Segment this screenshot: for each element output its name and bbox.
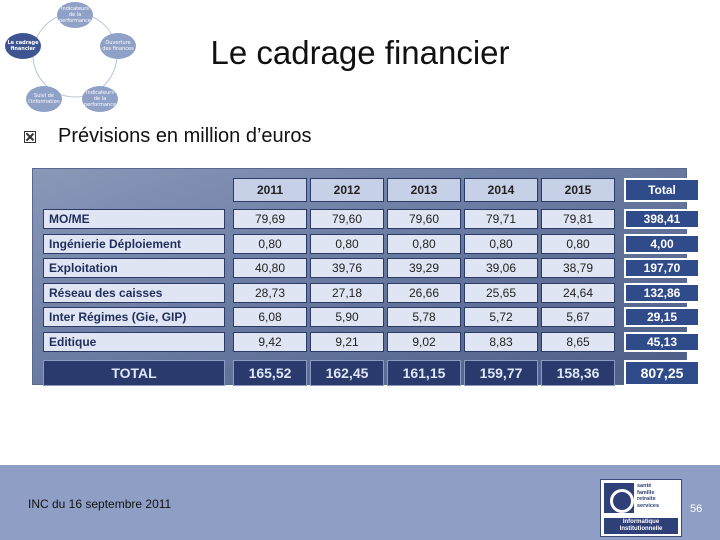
msa-logo: santé famille retraite services Informat… [600,479,682,537]
total-header: Total [624,178,700,202]
total-row-value: 162,45 [310,360,384,386]
row-label: Inter Régimes (Gie, GIP) [43,307,225,327]
row-value: 79,60 [387,209,461,229]
total-row-value: 158,36 [541,360,615,386]
row-total: 398,41 [624,209,700,229]
row-value: 0,80 [541,233,615,254]
row-label: Editique [43,331,225,352]
year-header: 2011 [233,178,307,202]
year-header: 2012 [310,178,384,202]
total-row-value: 161,15 [387,360,461,386]
row-value: 39,06 [464,258,538,278]
cycle-node[interactable]: Suivi de l'information [26,86,62,112]
row-value: 24,64 [541,282,615,303]
row-value: 5,72 [464,307,538,327]
footer-bar: INC du 16 septembre 2011 santé famille r… [0,465,720,540]
row-value: 5,90 [310,307,384,327]
total-row-value: 165,52 [233,360,307,386]
row-label: Réseau des caisses [43,282,225,303]
row-value: 0,80 [464,233,538,254]
year-header: 2013 [387,178,461,202]
row-value: 9,02 [387,331,461,352]
logo-subtitle: Informatique Institutionnelle [604,518,678,534]
process-cycle-diagram: Indicateurs de la performance Le cadrage… [0,0,150,115]
bullet-row: Prévisions en million d’euros [24,125,311,148]
row-value: 25,65 [464,282,538,303]
slide-title: Le cadrage financier [210,34,510,71]
bullet-text: Prévisions en million d’euros [58,125,312,147]
page-number: 56 [690,503,703,515]
checkbox-bullet-icon [24,130,36,143]
logo-tagline: santé famille retraite services [637,483,660,509]
cycle-node[interactable]: Indicateurs de la performance [82,86,118,112]
row-label: Ingénierie Déploiement [43,233,225,254]
footer-text: INC du 16 septembre 2011 [28,497,172,511]
row-value: 79,60 [310,209,384,229]
row-total: 197,70 [624,258,700,278]
cycle-node[interactable]: Indicateurs de la performance [57,2,93,28]
row-value: 9,21 [310,331,384,352]
row-value: 5,67 [541,307,615,327]
cycle-node[interactable]: Ouverture des finances [100,33,136,59]
row-value: 9,42 [233,331,307,352]
row-value: 28,73 [233,282,307,303]
row-value: 0,80 [233,233,307,254]
row-value: 79,81 [541,209,615,229]
row-total: 45,13 [624,331,700,352]
row-value: 6,08 [233,307,307,327]
row-value: 27,18 [310,282,384,303]
row-value: 38,79 [541,258,615,278]
row-value: 79,69 [233,209,307,229]
row-value: 39,76 [310,258,384,278]
row-total: 4,00 [624,233,700,254]
row-value: 39,29 [387,258,461,278]
year-header: 2015 [541,178,615,202]
forecast-table-panel: 2011 2012 2013 2014 2015 Total MO/ME 79,69 79,60… [32,168,700,386]
row-label: Exploitation [43,258,225,278]
msa-logo-icon [604,483,634,513]
row-value: 8,65 [541,331,615,352]
row-value: 26,66 [387,282,461,303]
total-row-label: TOTAL [43,360,225,386]
year-header: 2014 [464,178,538,202]
cycle-node-active[interactable]: Le cadrage financier [5,33,41,59]
row-value: 0,80 [310,233,384,254]
row-value: 40,80 [233,258,307,278]
grand-total: 807,25 [624,360,700,386]
row-total: 29,15 [624,307,700,327]
row-value: 5,78 [387,307,461,327]
row-value: 8,83 [464,331,538,352]
row-value: 0,80 [387,233,461,254]
row-label: MO/ME [43,209,225,229]
row-value: 79,71 [464,209,538,229]
total-row-value: 159,77 [464,360,538,386]
row-total: 132,86 [624,282,700,303]
